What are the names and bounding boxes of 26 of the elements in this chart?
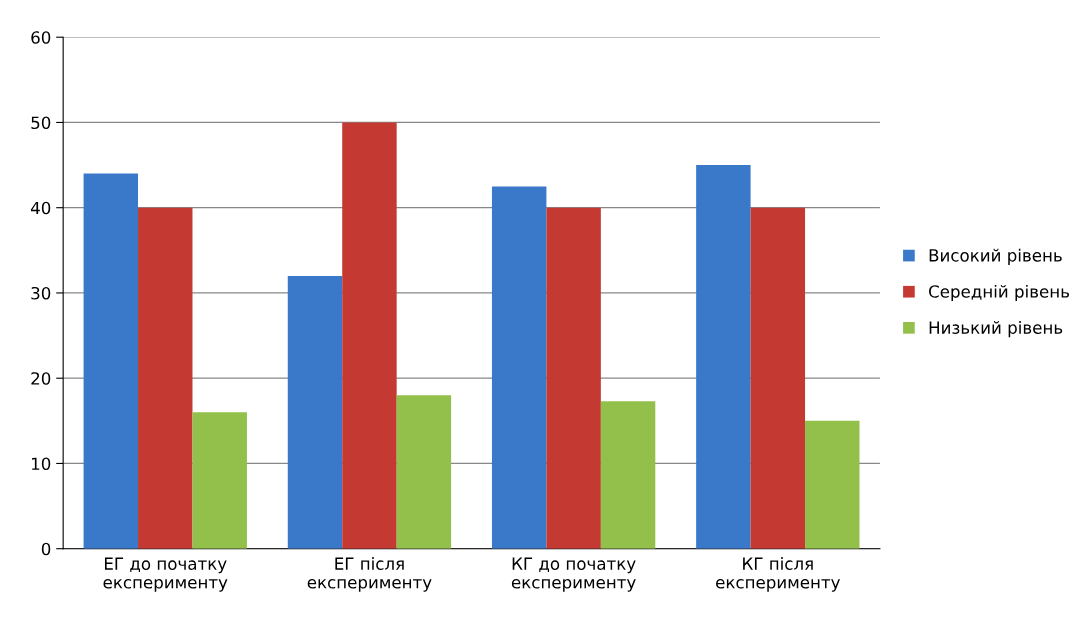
- bar: [805, 420, 860, 549]
- y-tick-label: 60: [31, 31, 51, 44]
- bar: [600, 401, 656, 549]
- legend-label: Високий рівень: [929, 248, 1062, 265]
- y-tick-label: 20: [31, 372, 51, 385]
- y-tick-label: 40: [30, 201, 51, 215]
- x-tick-label: КГ до початку експерименту: [511, 557, 636, 592]
- bar: [546, 207, 601, 549]
- bar: [83, 173, 139, 549]
- x-tick-label: КГ після експерименту: [716, 557, 840, 592]
- bar: [192, 412, 247, 549]
- bar: [696, 165, 751, 549]
- y-tick-label: 30: [31, 286, 51, 300]
- legend-label: Середній рівень: [929, 284, 1070, 302]
- legend-label: Низький рівень: [929, 321, 1063, 338]
- bar: [138, 207, 193, 549]
- x-tick-label: ЕГ після експерименту: [307, 557, 432, 592]
- bar: [750, 207, 806, 549]
- bar: [287, 275, 343, 549]
- y-tick-label: 0: [41, 542, 51, 556]
- bar: [396, 395, 452, 549]
- x-tick-label: ЕГ до початку експерименту: [103, 557, 228, 592]
- bar: [491, 186, 547, 549]
- y-tick-label: 10: [31, 457, 51, 471]
- bar: [342, 122, 397, 549]
- y-tick-label: 50: [31, 116, 51, 130]
